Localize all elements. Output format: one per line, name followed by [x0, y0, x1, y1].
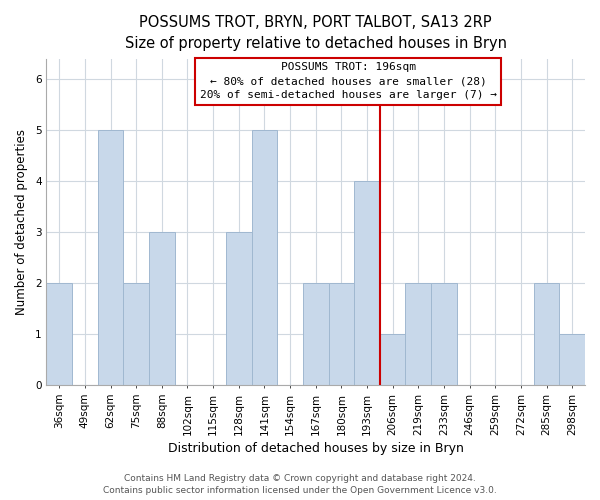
Bar — [98, 130, 124, 386]
Bar — [124, 284, 149, 386]
Bar — [559, 334, 585, 386]
Bar — [406, 284, 431, 386]
Title: POSSUMS TROT, BRYN, PORT TALBOT, SA13 2RP
Size of property relative to detached : POSSUMS TROT, BRYN, PORT TALBOT, SA13 2R… — [125, 15, 507, 51]
Bar — [431, 284, 457, 386]
Text: Contains HM Land Registry data © Crown copyright and database right 2024.
Contai: Contains HM Land Registry data © Crown c… — [103, 474, 497, 495]
Bar — [354, 182, 380, 386]
X-axis label: Distribution of detached houses by size in Bryn: Distribution of detached houses by size … — [168, 442, 464, 455]
Y-axis label: Number of detached properties: Number of detached properties — [15, 129, 28, 315]
Text: POSSUMS TROT: 196sqm
← 80% of detached houses are smaller (28)
20% of semi-detac: POSSUMS TROT: 196sqm ← 80% of detached h… — [200, 62, 497, 100]
Bar — [226, 232, 251, 386]
Bar — [329, 284, 354, 386]
Bar — [149, 232, 175, 386]
Bar — [303, 284, 329, 386]
Bar — [534, 284, 559, 386]
Bar — [46, 284, 72, 386]
Bar — [251, 130, 277, 386]
Bar — [380, 334, 406, 386]
